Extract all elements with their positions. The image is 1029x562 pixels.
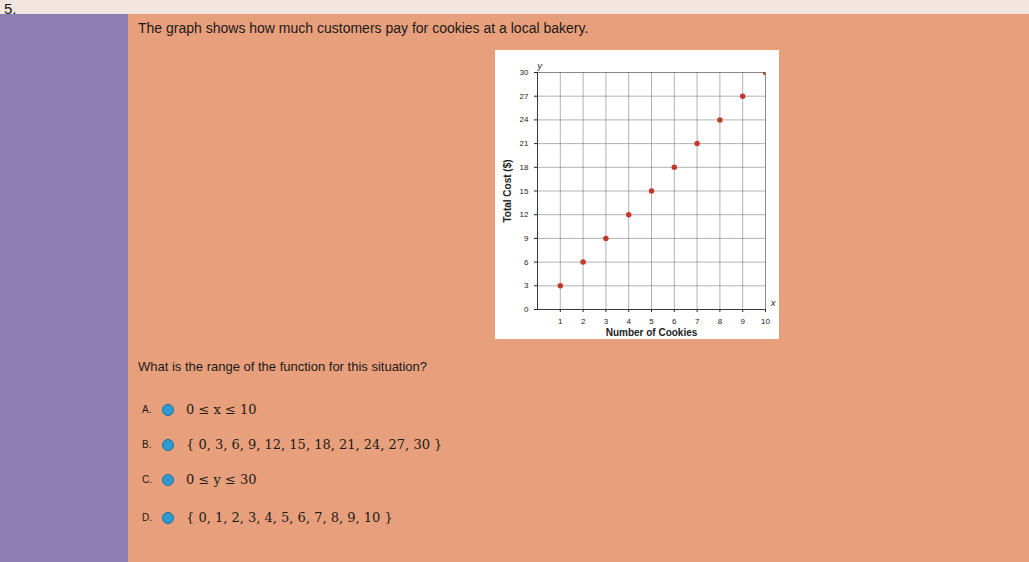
svg-text:12: 12 [520, 210, 529, 219]
html-text:0 ≤ y ≤ 30: 0 ≤ y ≤ 30 [186, 472, 257, 487]
html-text:{ 0, 3, 6, 9, 12, 15, 18, 21,: { 0, 3, 6, 9, 12, 15, 18, 21, 24, 27, 30… [186, 437, 443, 452]
svg-text:15: 15 [520, 187, 529, 196]
svg-text:9: 9 [524, 234, 529, 243]
svg-text:3: 3 [604, 317, 609, 326]
html-text:5.: 5. [4, 0, 17, 17]
svg-text:8: 8 [718, 317, 723, 326]
svg-text:9: 9 [740, 317, 745, 326]
svg-text:0: 0 [524, 305, 529, 314]
html-text:B.: B. [142, 439, 152, 450]
svg-text:10: 10 [761, 317, 770, 326]
svg-text:x: x [770, 298, 776, 308]
svg-text:27: 27 [520, 92, 529, 101]
svg-text:6: 6 [672, 317, 677, 326]
html-text:A.: A. [142, 404, 152, 415]
html-text:D.: D. [142, 512, 152, 523]
svg-text:18: 18 [520, 163, 529, 172]
svg-text:7: 7 [695, 317, 700, 326]
svg-text:Number of Cookies: Number of Cookies [606, 327, 698, 338]
html-text:{ 0, 1, 2, 3, 4, 5, 6, 7, 8, 9: { 0, 1, 2, 3, 4, 5, 6, 7, 8, 9, 10 } [186, 510, 393, 525]
svg-text:4: 4 [626, 317, 631, 326]
svg-text:24: 24 [520, 115, 529, 124]
svg-text:5: 5 [649, 317, 654, 326]
html-text:The graph shows how much custo: The graph shows how much customers pay f… [138, 20, 589, 36]
svg-text:y: y [537, 61, 543, 71]
svg-text:30: 30 [520, 68, 529, 77]
svg-text:21: 21 [520, 139, 529, 148]
svg-text:1: 1 [558, 317, 563, 326]
svg-text:Total Cost ($): Total Cost ($) [502, 159, 513, 222]
svg-text:6: 6 [524, 258, 529, 267]
html-text:What is the range of the funct: What is the range of the function for th… [138, 359, 428, 374]
svg-text:2: 2 [581, 317, 586, 326]
html-text:0 ≤ x ≤ 10: 0 ≤ x ≤ 10 [186, 402, 257, 417]
html-text:C.: C. [142, 474, 152, 485]
svg-text:3: 3 [524, 281, 529, 290]
